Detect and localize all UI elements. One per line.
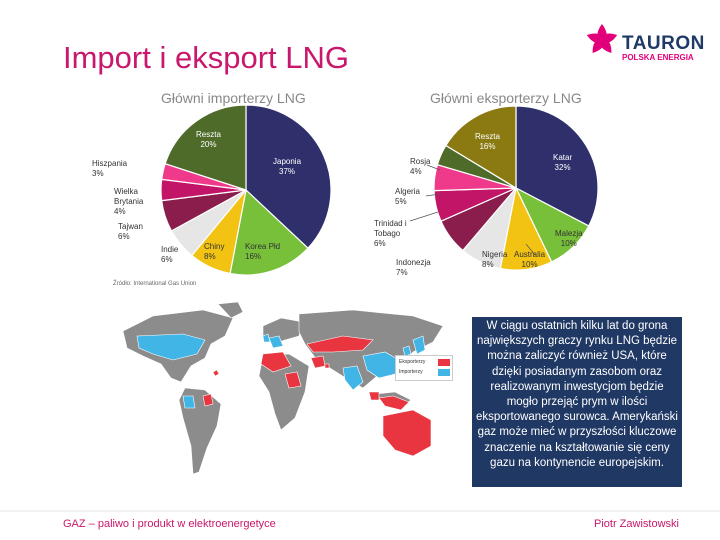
tauron-logo-icon <box>586 24 618 53</box>
source-note: Źródło: International Gas Union <box>113 281 197 287</box>
label-exp-rosja: Rosja 4% <box>410 157 431 176</box>
label-exp-katar: Katar 32% <box>553 153 573 172</box>
footer-subject: GAZ – paliwo i produkt w elektroenergety… <box>63 518 276 530</box>
label-imp-indie: Indie 6% <box>161 245 179 264</box>
world-map <box>122 301 444 475</box>
legend-exporters-swatch <box>438 359 450 366</box>
label-exp-trinidad: Trinidad i Tobago 6% <box>374 219 407 248</box>
label-imp-chiny: Chiny 8% <box>204 242 225 261</box>
exporters-pie <box>433 105 599 271</box>
page-title: Import i eksport LNG <box>63 40 349 75</box>
brand-name: TAURON <box>622 33 705 54</box>
footer-author: Piotr Zawistowski <box>594 518 679 530</box>
label-exp-malezja: Malezja 10% <box>555 229 583 248</box>
label-exp-reszta: Reszta 16% <box>475 132 500 151</box>
brand-tagline: POLSKA ENERGIA <box>622 53 694 62</box>
exporters-slice-0 <box>515 105 599 227</box>
importers-slice-0 <box>245 104 332 250</box>
label-imp-hiszpania: Hiszpania 3% <box>92 159 128 178</box>
legend-importers-swatch <box>438 369 450 376</box>
exporters-chart-title: Główni eksporterzy LNG <box>430 90 582 106</box>
label-exp-nigeria: Nigeria 8% <box>482 250 508 269</box>
exporters-slice-8 <box>445 105 517 190</box>
footer-divider <box>0 510 720 512</box>
label-imp-japonia: Japonia 37% <box>273 157 302 176</box>
label-exp-indonezja: Indonezja 7% <box>396 258 431 277</box>
importers-pie <box>160 104 332 276</box>
label-leader-lines <box>409 164 536 256</box>
pie-charts <box>160 104 599 276</box>
importers-chart-title: Główni importerzy LNG <box>161 90 306 106</box>
map-legend: Eksporterzy Importerzy <box>395 355 453 381</box>
legend-importers-label: Importerzy <box>399 369 423 375</box>
label-imp-wielka-brytania: Wielka Brytania 4% <box>114 187 144 216</box>
info-textbox: W ciągu ostatnich kilku lat do grona naj… <box>472 317 682 487</box>
label-exp-australia: Australia 10% <box>514 250 546 269</box>
importers-slice-1 <box>229 188 309 276</box>
legend-exporters-label: Eksporterzy <box>399 359 426 365</box>
label-imp-reszta: Reszta 20% <box>196 130 221 149</box>
label-imp-tajwan: Tajwan 6% <box>118 222 143 241</box>
label-imp-korea: Korea Płd 16% <box>245 242 281 261</box>
importers-slice-7 <box>164 104 247 191</box>
label-exp-algeria: Algeria 5% <box>395 187 420 206</box>
